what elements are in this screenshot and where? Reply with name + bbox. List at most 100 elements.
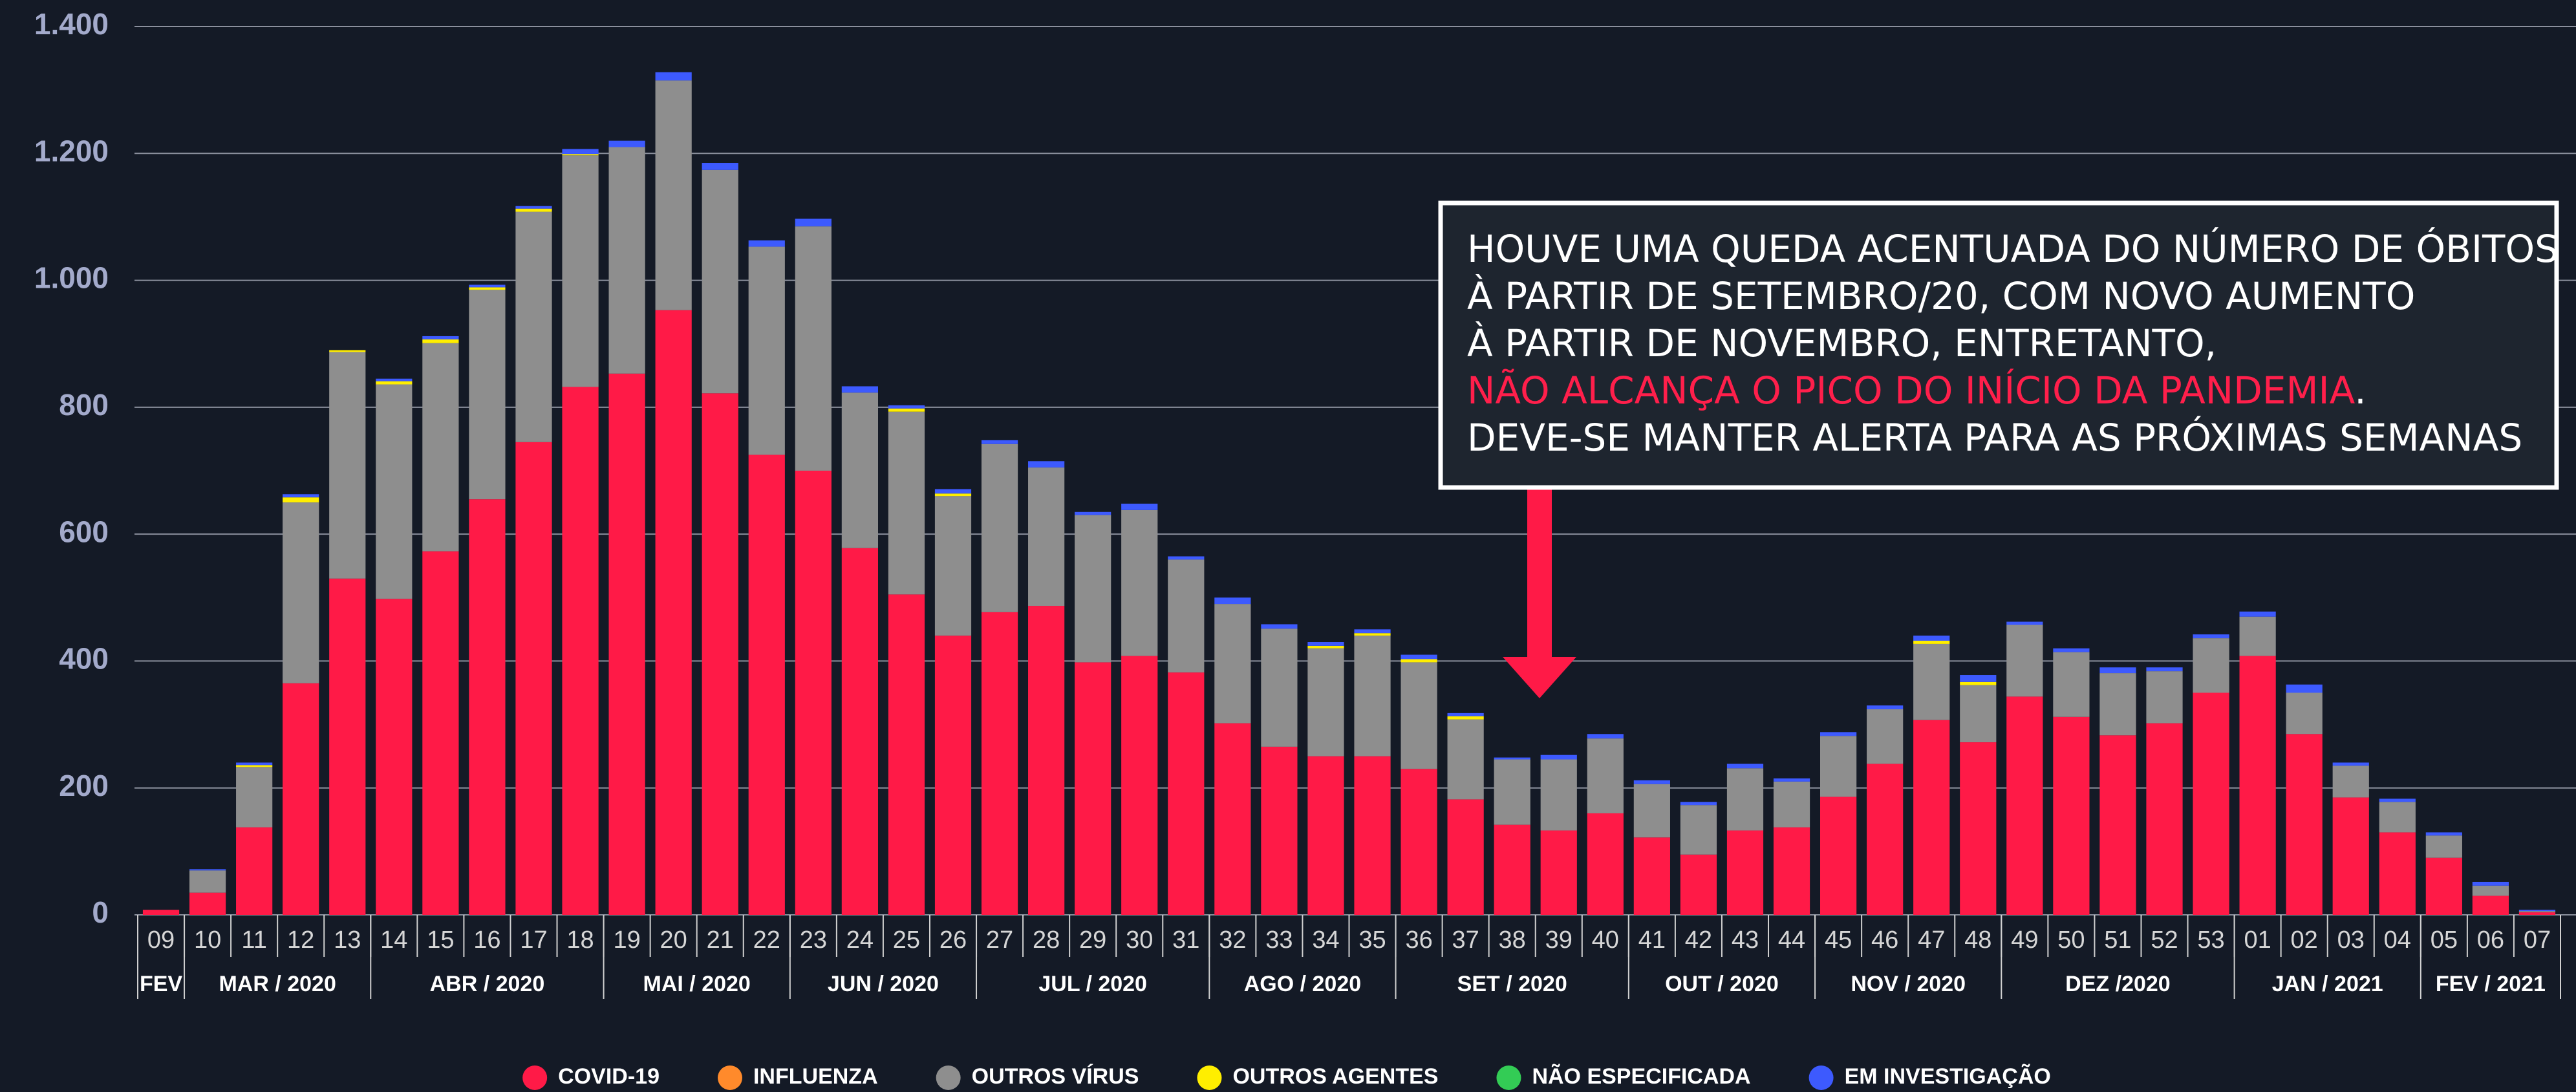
x-tick-label: 52 <box>2151 926 2178 954</box>
bar-segment <box>376 381 413 385</box>
bar-segment <box>1540 755 1577 760</box>
annotation-text: À PARTIR DE NOVEMBRO, ENTRETANTO, <box>1467 321 2216 365</box>
bar-segment <box>2239 611 2276 617</box>
x-tick-label: 21 <box>707 926 734 954</box>
bar-segment <box>655 72 692 81</box>
group-label: AGO / 2020 <box>1244 972 1361 996</box>
bar-segment <box>283 494 319 498</box>
x-tick-label: 26 <box>939 926 967 954</box>
x-tick-label: 16 <box>473 926 500 954</box>
bar-segment <box>1168 672 1205 915</box>
group-label: JUL / 2020 <box>1038 972 1147 996</box>
bar-segment <box>189 870 226 893</box>
bar-segment <box>1168 559 1205 673</box>
bar-segment <box>2239 616 2276 656</box>
bar-segment <box>608 140 645 147</box>
legend-label: OUTROS AGENTES <box>1232 1064 1438 1089</box>
x-tick-label: 42 <box>1685 926 1712 954</box>
x-tick-label: 18 <box>566 926 594 954</box>
bar-segment <box>1820 732 1857 736</box>
annotation-box <box>1438 200 2559 490</box>
bar-segment <box>1867 705 1904 710</box>
bar-segment <box>1913 643 1950 720</box>
x-tick-label: 30 <box>1126 926 1153 954</box>
bar-segment <box>515 206 552 209</box>
y-tick-label: 600 <box>59 515 109 548</box>
annotation-text: À PARTIR DE SETEMBRO/20, COM NOVO AUMENT… <box>1467 273 2415 318</box>
bar-segment <box>1867 709 1904 764</box>
bar-segment <box>1540 830 1577 915</box>
bar-segment <box>2053 716 2090 915</box>
y-tick-label: 1.400 <box>34 7 109 41</box>
annotation-line: DEVE-SE MANTER ALERTA PARA AS PRÓXIMAS S… <box>1467 415 2522 460</box>
x-tick-label: 48 <box>1964 926 1991 954</box>
group-label: FEV / 2021 <box>2436 972 2546 996</box>
bar-segment <box>2006 621 2043 625</box>
bar-segment <box>236 762 273 765</box>
annotation-line: À PARTIR DE SETEMBRO/20, COM NOVO AUMENT… <box>1467 273 2415 318</box>
bar-segment <box>2379 832 2416 915</box>
x-tick-label: 09 <box>147 926 175 954</box>
x-tick-label: 46 <box>1871 926 1898 954</box>
y-tick-label: 1.200 <box>34 134 109 167</box>
bar-segment <box>1494 759 1530 825</box>
x-tick-label: 33 <box>1265 926 1293 954</box>
bar-segment <box>1354 629 1391 634</box>
bar-segment <box>981 612 1018 915</box>
bar-segment <box>1726 764 1764 769</box>
bar-segment <box>1214 723 1251 915</box>
bar-segment <box>515 442 552 915</box>
bar-segment <box>142 910 180 915</box>
bar-segment <box>795 471 832 915</box>
bar-segment <box>2332 762 2369 766</box>
bar-segment <box>1494 757 1530 760</box>
bar-segment <box>1261 624 1298 629</box>
bar-segment <box>934 636 972 915</box>
bar-segment <box>1820 797 1857 915</box>
bar-segment <box>2425 832 2462 836</box>
bar-segment <box>888 411 925 595</box>
bar-segment <box>376 384 413 599</box>
group-label: NOV / 2020 <box>1851 972 1966 996</box>
bar-segment <box>655 80 692 310</box>
bar-segment <box>376 378 413 381</box>
bar-segment <box>1447 712 1484 716</box>
group-label: DEZ /2020 <box>2065 972 2171 996</box>
bar-segment <box>2146 667 2183 672</box>
bar-segment <box>1867 764 1904 915</box>
x-tick-label: 37 <box>1452 926 1479 954</box>
bar-segment <box>2472 881 2509 886</box>
bar-segment <box>1214 597 1251 605</box>
bar-segment <box>981 444 1018 612</box>
bar-segment <box>2518 912 2556 915</box>
bar-segment <box>655 310 692 915</box>
bar-segment <box>469 284 506 288</box>
bar-segment <box>841 548 878 915</box>
bar-segment <box>469 287 506 290</box>
x-tick-label: 25 <box>893 926 920 954</box>
bar-segment <box>515 211 552 442</box>
bar-segment <box>608 147 645 374</box>
x-tick-label: 20 <box>660 926 687 954</box>
x-tick-label: 43 <box>1732 926 1759 954</box>
bar-segment <box>1075 662 1111 915</box>
x-tick-label: 03 <box>2337 926 2365 954</box>
bar-segment <box>2053 652 2090 717</box>
bar-segment <box>236 767 273 828</box>
bar-segment <box>1773 781 1810 828</box>
bar-segment <box>981 440 1018 444</box>
bar-segment <box>1633 780 1670 784</box>
group-label: MAR / 2020 <box>219 972 336 996</box>
x-tick-label: 29 <box>1079 926 1106 954</box>
x-tick-label: 27 <box>986 926 1013 954</box>
bar-segment <box>888 405 925 409</box>
bar-segment <box>1028 606 1065 915</box>
bar-segment <box>236 765 273 767</box>
x-tick-label: 05 <box>2431 926 2458 954</box>
bar-segment <box>1773 778 1810 782</box>
bar-segment <box>1401 769 1437 915</box>
bar-segment <box>1401 662 1437 769</box>
bar-segment <box>1075 515 1111 663</box>
legend-label: NÃO ESPECIFICADA <box>1532 1064 1750 1089</box>
bar-segment <box>2099 667 2136 674</box>
